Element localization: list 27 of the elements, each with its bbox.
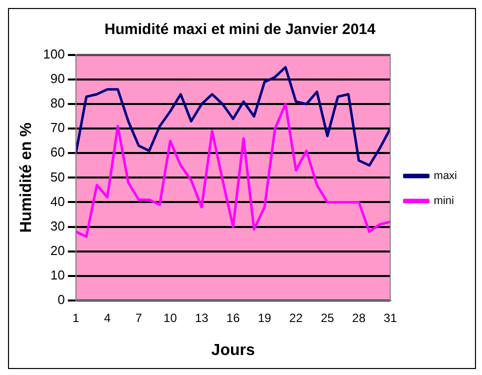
- y-tick-label: 0: [58, 292, 65, 307]
- legend-label: mini: [434, 195, 454, 208]
- x-tick-label: 16: [226, 310, 240, 325]
- legend-label: maxi: [434, 170, 458, 182]
- x-tick-label: 1: [72, 310, 80, 325]
- x-tick-label: 28: [352, 310, 366, 325]
- y-tick-label: 50: [50, 169, 65, 184]
- y-tick-label: 80: [50, 96, 65, 111]
- x-tick-label: 25: [320, 310, 334, 325]
- y-tick-label: 70: [50, 120, 65, 136]
- x-tick-label: 31: [384, 310, 398, 325]
- x-tick-label: 13: [194, 310, 209, 325]
- x-axis-title: Jours: [211, 342, 255, 359]
- y-tick-label: 20: [50, 242, 65, 258]
- y-tick-label: 60: [50, 144, 65, 160]
- x-tick-label: 7: [135, 310, 142, 325]
- x-tick-label: 19: [258, 310, 272, 325]
- chart-title: Humidité maxi et mini de Janvier 2014: [104, 21, 376, 38]
- y-tick-label: 90: [50, 71, 65, 86]
- y-tick-label: 30: [50, 218, 65, 234]
- x-tick-label: 22: [289, 310, 303, 325]
- x-tick-label: 4: [104, 310, 111, 325]
- y-tick-label: 10: [50, 267, 65, 282]
- y-tick-label: 40: [50, 194, 65, 209]
- x-tick-label: 10: [164, 310, 178, 325]
- y-tick-label: 100: [43, 46, 65, 62]
- y-axis-title: Humidité en %: [18, 122, 36, 233]
